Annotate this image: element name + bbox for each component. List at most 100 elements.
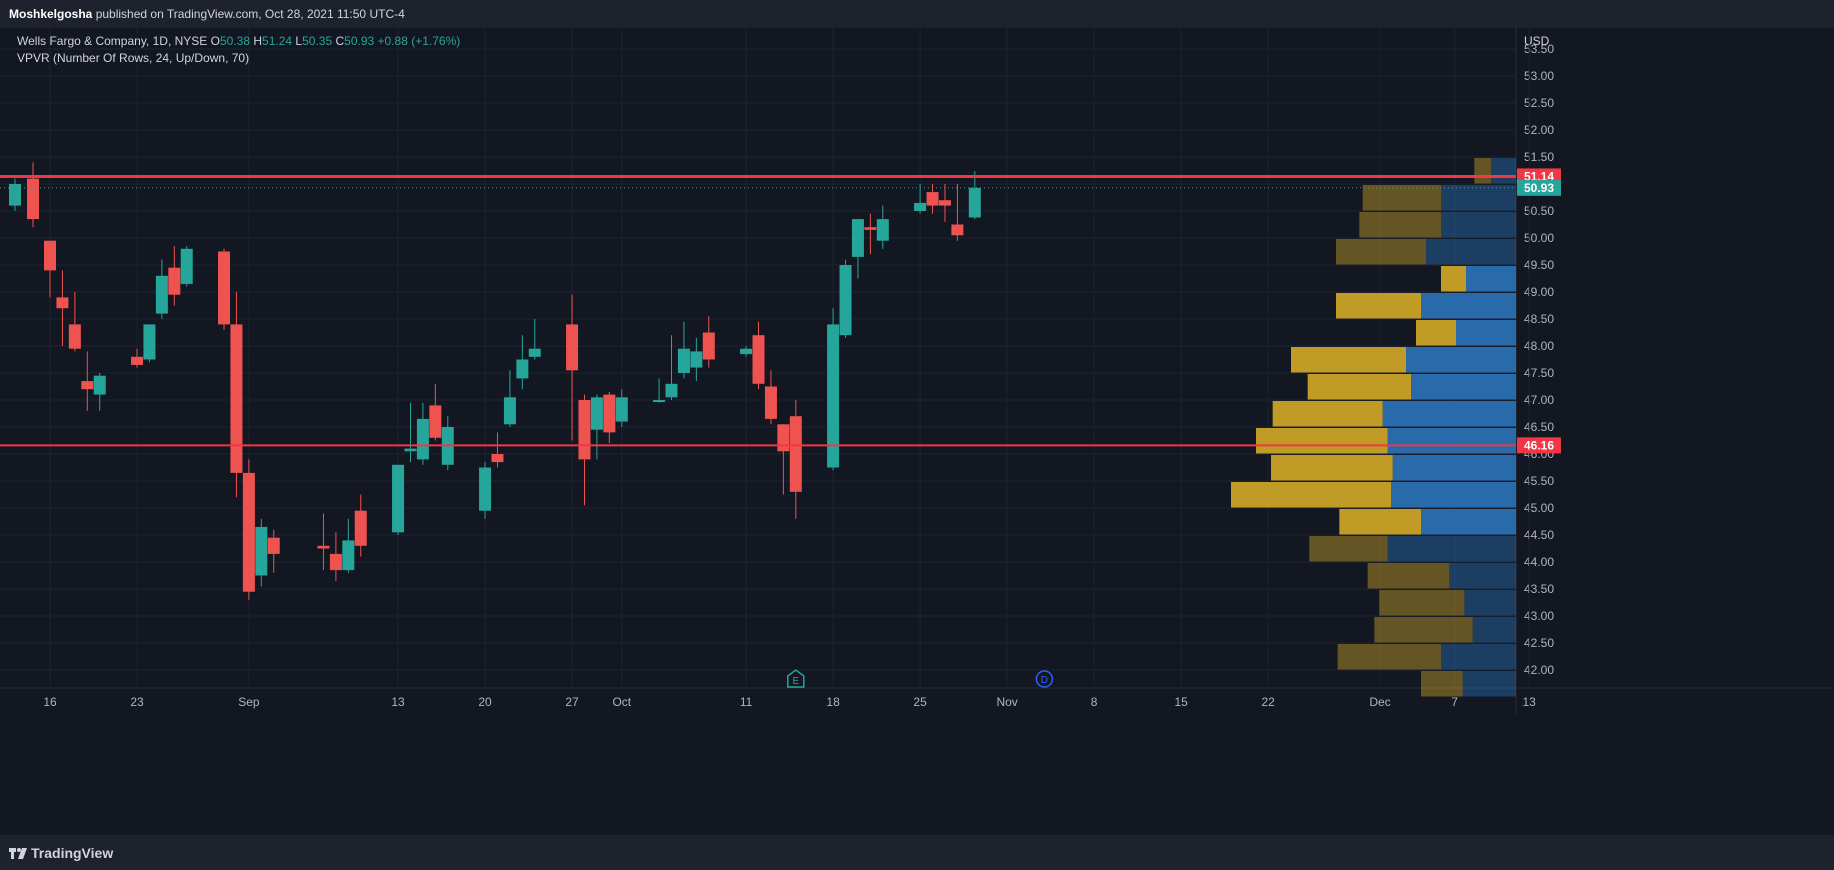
volume-profile-up-bar xyxy=(1441,185,1516,211)
candle-body xyxy=(702,332,715,360)
y-tick-label: 42.50 xyxy=(1524,636,1554,650)
volume-profile-down-bar xyxy=(1336,239,1426,265)
chart-svg[interactable]: 53.5053.0052.5052.0051.5051.0050.5050.00… xyxy=(0,28,1834,835)
chart-area[interactable]: 53.5053.0052.5052.0051.5051.0050.5050.00… xyxy=(0,28,1834,835)
volume-profile-down-bar xyxy=(1362,185,1441,211)
volume-profile-up-bar xyxy=(1391,482,1516,508)
candle-body xyxy=(479,467,492,511)
candle-body xyxy=(740,348,753,355)
candle-body xyxy=(968,187,981,218)
candle-body xyxy=(354,510,367,546)
candle-body xyxy=(392,464,405,533)
volume-profile-down-bar xyxy=(1339,509,1421,535)
volume-profile-up-bar xyxy=(1472,617,1516,643)
candle-body xyxy=(827,324,840,468)
candle-body xyxy=(242,472,255,592)
indicator-legend-row: VPVR (Number Of Rows, 24, Up/Down, 70) xyxy=(17,50,460,67)
published-info: Moshkelgosha published on TradingView.co… xyxy=(9,7,405,21)
volume-profile-up-bar xyxy=(1464,590,1516,616)
candle-body xyxy=(404,448,417,452)
candle-body xyxy=(168,267,181,295)
candle-body xyxy=(603,394,616,433)
x-tick-label: 23 xyxy=(130,695,144,709)
dividend-event-icon xyxy=(1035,670,1054,688)
currency-label: USD xyxy=(1524,34,1550,48)
candle-body xyxy=(876,219,889,241)
volume-profile-down-bar xyxy=(1421,671,1463,697)
price-label-text: 46.16 xyxy=(1524,438,1554,452)
tradingview-logo-icon xyxy=(9,847,27,859)
candle-body xyxy=(218,251,231,325)
candle-body xyxy=(317,545,330,549)
x-tick-label: 7 xyxy=(1451,695,1458,709)
candle-body xyxy=(503,397,516,425)
tradingview-brand: TradingView xyxy=(31,845,114,861)
y-tick-label: 50.50 xyxy=(1524,204,1554,218)
volume-profile-down-bar xyxy=(1307,374,1411,400)
y-tick-label: 42.00 xyxy=(1524,663,1554,677)
volume-profile-up-bar xyxy=(1387,536,1516,562)
candle-body xyxy=(590,397,603,430)
y-tick-label: 46.50 xyxy=(1524,420,1554,434)
volume-profile-up-bar xyxy=(1449,563,1516,589)
candle-body xyxy=(665,383,678,398)
volume-profile-up-bar xyxy=(1456,320,1516,346)
tradingview-logo[interactable]: TradingView xyxy=(9,845,113,861)
last-price-badge xyxy=(1517,179,1561,196)
volume-profile-up-bar xyxy=(1411,374,1516,400)
candle-body xyxy=(155,275,168,314)
volume-profile-up-bar xyxy=(1382,401,1516,427)
candle-body xyxy=(230,324,243,473)
x-tick-label: 20 xyxy=(478,695,492,709)
y-tick-label: 48.00 xyxy=(1524,339,1554,353)
candle-body xyxy=(690,351,703,368)
y-tick-label: 49.00 xyxy=(1524,285,1554,299)
volume-profile-up-bar xyxy=(1462,671,1516,697)
dividend-event-label: D xyxy=(1041,675,1048,686)
x-tick-label: Oct xyxy=(612,695,631,709)
earnings-event-icon xyxy=(787,669,805,688)
y-tick-label: 44.50 xyxy=(1524,528,1554,542)
candle-body xyxy=(255,526,268,576)
y-tick-label: 43.50 xyxy=(1524,582,1554,596)
candle-body xyxy=(914,202,927,211)
candle-body xyxy=(839,265,852,336)
candle-body xyxy=(653,400,666,402)
published-text: published on TradingView.com, Oct 28, 20… xyxy=(95,7,405,21)
publish-header: Moshkelgosha published on TradingView.co… xyxy=(0,0,1834,28)
author-name[interactable]: Moshkelgosha xyxy=(9,7,93,21)
low-label: L xyxy=(295,34,303,48)
candle-body xyxy=(777,424,790,452)
change-value: +0.88 (+1.76%) xyxy=(377,34,461,48)
x-tick-label: Sep xyxy=(238,695,260,709)
indicator-name[interactable]: VPVR (Number Of Rows, 24, Up/Down, 70) xyxy=(17,51,250,65)
open-value: 50.38 xyxy=(219,34,251,48)
y-tick-label: 53.00 xyxy=(1524,69,1554,83)
candle-body xyxy=(93,375,106,395)
volume-profile-up-bar xyxy=(1392,455,1516,481)
volume-profile-up-bar xyxy=(1491,158,1516,184)
volume-profile-down-bar xyxy=(1416,320,1456,346)
symbol-legend-row: Wells Fargo & Company, 1D, NYSE O50.38 H… xyxy=(17,33,460,50)
x-tick-label: 22 xyxy=(1261,695,1275,709)
x-tick-label: 15 xyxy=(1174,695,1188,709)
x-tick-label: 16 xyxy=(43,695,57,709)
volume-profile-down-bar xyxy=(1291,347,1406,373)
x-tick-label: 18 xyxy=(826,695,840,709)
high-value: 51.24 xyxy=(262,34,293,48)
candle-body xyxy=(143,324,156,360)
candle-body xyxy=(851,219,864,257)
price-label-badge xyxy=(1517,437,1561,454)
candle-body xyxy=(180,248,193,284)
volume-profile-up-bar xyxy=(1421,293,1516,319)
candle-body xyxy=(615,397,628,422)
x-tick-label: Nov xyxy=(996,695,1017,709)
high-label: H xyxy=(253,34,263,48)
x-tick-label: 8 xyxy=(1091,695,1098,709)
volume-profile-down-bar xyxy=(1374,617,1473,643)
symbol-name[interactable]: Wells Fargo & Company, 1D, NYSE xyxy=(17,34,208,48)
y-tick-label: 45.50 xyxy=(1524,474,1554,488)
candle-body xyxy=(951,224,964,236)
y-tick-label: 49.50 xyxy=(1524,258,1554,272)
candle-body xyxy=(416,418,429,460)
